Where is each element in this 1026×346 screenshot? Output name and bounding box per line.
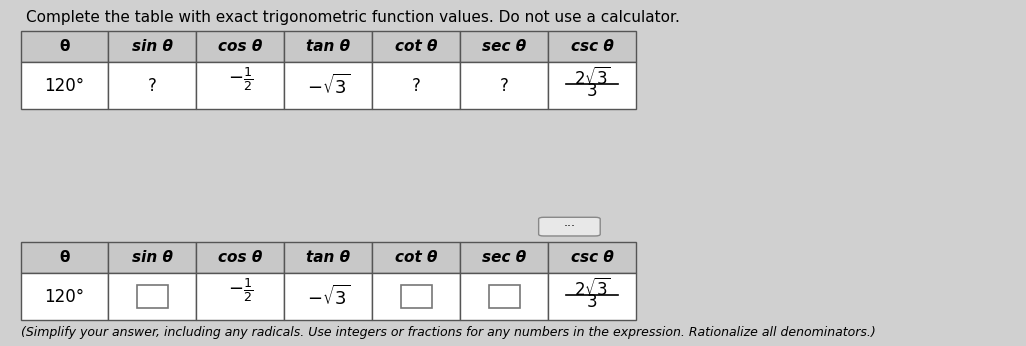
Text: csc θ: csc θ [570, 250, 614, 265]
Text: cos θ: cos θ [219, 250, 263, 265]
Bar [284, 31, 372, 62]
Bar [461, 273, 548, 320]
Bar [372, 273, 461, 320]
FancyBboxPatch shape [539, 217, 600, 236]
Bar [196, 62, 284, 109]
Text: csc θ: csc θ [570, 39, 614, 54]
Bar [548, 242, 636, 273]
Text: $2\sqrt{3}$: $2\sqrt{3}$ [574, 67, 610, 89]
Text: sec θ: sec θ [482, 250, 526, 265]
Text: θ: θ [60, 39, 70, 54]
Bar [21, 62, 109, 109]
Text: Complete the table with exact trigonometric function values. Do not use a calcul: Complete the table with exact trigonomet… [26, 10, 679, 25]
Text: cot θ: cot θ [395, 39, 437, 54]
Bar [548, 62, 636, 109]
Text: θ: θ [60, 250, 70, 265]
Text: $-\frac{1}{2}$: $-\frac{1}{2}$ [228, 276, 253, 304]
Bar [137, 285, 168, 308]
Text: ?: ? [411, 76, 421, 95]
Text: tan θ: tan θ [306, 39, 351, 54]
Text: sec θ: sec θ [482, 39, 526, 54]
Bar [196, 242, 284, 273]
Bar [21, 31, 109, 62]
Bar [548, 273, 636, 320]
Text: cos θ: cos θ [219, 39, 263, 54]
Text: sin θ: sin θ [132, 250, 173, 265]
Text: ?: ? [148, 76, 157, 95]
Text: ?: ? [500, 76, 509, 95]
Text: 120°: 120° [44, 76, 84, 95]
Bar [196, 31, 284, 62]
Text: 3: 3 [587, 293, 597, 311]
Text: $-\frac{1}{2}$: $-\frac{1}{2}$ [228, 65, 253, 93]
Text: 3: 3 [587, 82, 597, 100]
Text: $-\sqrt{3}$: $-\sqrt{3}$ [307, 285, 350, 309]
Text: $-\sqrt{3}$: $-\sqrt{3}$ [307, 74, 350, 98]
Bar [372, 242, 461, 273]
Bar [461, 242, 548, 273]
Bar [284, 273, 372, 320]
Bar [196, 273, 284, 320]
Bar [461, 31, 548, 62]
Bar [372, 31, 461, 62]
Bar [488, 285, 519, 308]
Bar [548, 31, 636, 62]
Bar [109, 242, 196, 273]
Text: ···: ··· [563, 220, 576, 233]
Bar [21, 242, 109, 273]
Bar [461, 62, 548, 109]
Text: tan θ: tan θ [306, 250, 351, 265]
Text: sin θ: sin θ [132, 39, 173, 54]
Text: cot θ: cot θ [395, 250, 437, 265]
Text: $2\sqrt{3}$: $2\sqrt{3}$ [574, 278, 610, 300]
Bar [109, 31, 196, 62]
Bar [284, 242, 372, 273]
Bar [109, 273, 196, 320]
Bar [284, 62, 372, 109]
Text: 120°: 120° [44, 288, 84, 306]
Bar [372, 62, 461, 109]
Bar [401, 285, 432, 308]
Text: (Simplify your answer, including any radicals. Use integers or fractions for any: (Simplify your answer, including any rad… [21, 326, 875, 339]
Bar [109, 62, 196, 109]
Bar [21, 273, 109, 320]
